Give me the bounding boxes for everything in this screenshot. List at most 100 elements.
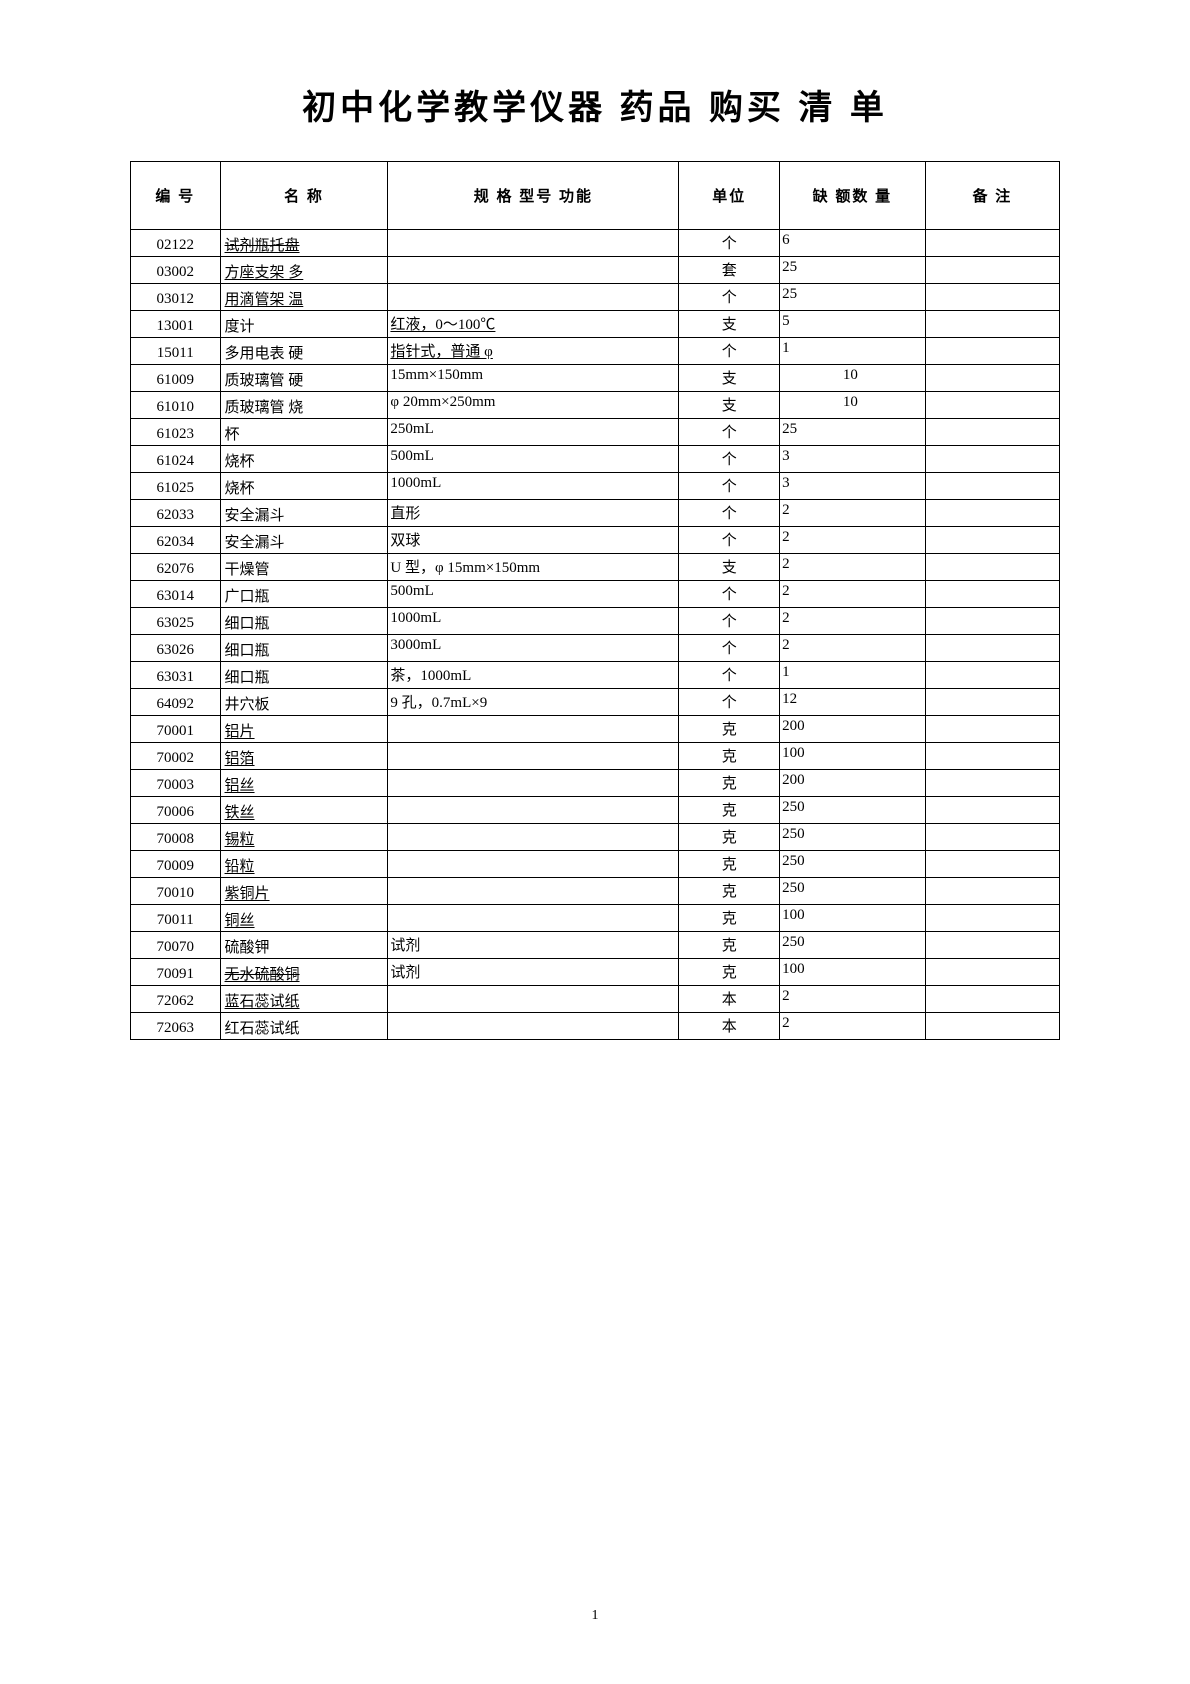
cell-id: 70001 — [131, 716, 221, 743]
cell-unit: 支 — [679, 392, 780, 419]
table-header-row: 编 号 名 称 规 格 型号 功能 单位 缺 额数 量 备 注 — [131, 162, 1060, 230]
cell-note — [925, 662, 1059, 689]
cell-id: 70008 — [131, 824, 221, 851]
header-spec: 规 格 型号 功能 — [388, 162, 679, 230]
cell-note — [925, 392, 1059, 419]
cell-id: 03002 — [131, 257, 221, 284]
table-row: 62076干燥管U 型，φ 15mm×150mm支2 — [131, 554, 1060, 581]
cell-unit: 个 — [679, 581, 780, 608]
cell-name: 铝箔 — [220, 743, 388, 770]
cell-id: 72063 — [131, 1013, 221, 1040]
cell-unit: 套 — [679, 257, 780, 284]
cell-qty: 1 — [780, 338, 926, 365]
cell-note — [925, 797, 1059, 824]
table-row: 64092井穴板9 孔，0.7mL×9个12 — [131, 689, 1060, 716]
cell-unit: 支 — [679, 311, 780, 338]
cell-qty: 200 — [780, 770, 926, 797]
cell-qty: 2 — [780, 581, 926, 608]
table-row: 70070硫酸钾试剂克250 — [131, 932, 1060, 959]
cell-spec — [388, 878, 679, 905]
cell-unit: 个 — [679, 338, 780, 365]
cell-note — [925, 500, 1059, 527]
cell-id: 70009 — [131, 851, 221, 878]
cell-qty: 3 — [780, 446, 926, 473]
header-id: 编 号 — [131, 162, 221, 230]
cell-name: 锡粒 — [220, 824, 388, 851]
table-row: 61010质玻璃管 烧φ 20mm×250mm支10 — [131, 392, 1060, 419]
cell-unit: 克 — [679, 851, 780, 878]
table-row: 63014广口瓶500mL个2 — [131, 581, 1060, 608]
cell-note — [925, 716, 1059, 743]
cell-unit: 个 — [679, 473, 780, 500]
cell-qty: 25 — [780, 419, 926, 446]
cell-unit: 个 — [679, 527, 780, 554]
cell-name: 细口瓶 — [220, 608, 388, 635]
cell-name: 质玻璃管 烧 — [220, 392, 388, 419]
cell-unit: 个 — [679, 500, 780, 527]
cell-id: 62076 — [131, 554, 221, 581]
cell-qty: 250 — [780, 878, 926, 905]
cell-unit: 支 — [679, 554, 780, 581]
table-row: 61025烧杯1000mL个3 — [131, 473, 1060, 500]
cell-unit: 克 — [679, 932, 780, 959]
cell-qty: 250 — [780, 851, 926, 878]
cell-name: 细口瓶 — [220, 662, 388, 689]
cell-id: 70006 — [131, 797, 221, 824]
table-row: 72062蓝石蕊试纸本2 — [131, 986, 1060, 1013]
cell-name: 铜丝 — [220, 905, 388, 932]
cell-qty: 12 — [780, 689, 926, 716]
cell-id: 63014 — [131, 581, 221, 608]
cell-spec — [388, 770, 679, 797]
purchase-table: 编 号 名 称 规 格 型号 功能 单位 缺 额数 量 备 注 02122试剂瓶… — [130, 161, 1060, 1040]
cell-note — [925, 284, 1059, 311]
cell-name: 红石蕊试纸 — [220, 1013, 388, 1040]
cell-id: 61023 — [131, 419, 221, 446]
cell-qty: 2 — [780, 500, 926, 527]
cell-qty: 25 — [780, 257, 926, 284]
cell-qty: 10 — [780, 365, 926, 392]
cell-note — [925, 959, 1059, 986]
table-row: 62034安全漏斗双球个2 — [131, 527, 1060, 554]
cell-qty: 250 — [780, 797, 926, 824]
cell-unit: 个 — [679, 662, 780, 689]
cell-spec — [388, 851, 679, 878]
header-qty: 缺 额数 量 — [780, 162, 926, 230]
cell-id: 13001 — [131, 311, 221, 338]
cell-name: 细口瓶 — [220, 635, 388, 662]
table-row: 61024烧杯500mL个3 — [131, 446, 1060, 473]
cell-id: 70010 — [131, 878, 221, 905]
cell-name: 安全漏斗 — [220, 500, 388, 527]
cell-spec: 3000mL — [388, 635, 679, 662]
cell-name: 烧杯 — [220, 446, 388, 473]
cell-spec: 双球 — [388, 527, 679, 554]
cell-id: 61025 — [131, 473, 221, 500]
cell-qty: 2 — [780, 608, 926, 635]
cell-id: 61024 — [131, 446, 221, 473]
cell-unit: 克 — [679, 959, 780, 986]
cell-name: 蓝石蕊试纸 — [220, 986, 388, 1013]
cell-name: 紫铜片 — [220, 878, 388, 905]
cell-spec — [388, 797, 679, 824]
table-row: 70009铅粒克250 — [131, 851, 1060, 878]
table-row: 70008锡粒克250 — [131, 824, 1060, 851]
cell-qty: 2 — [780, 635, 926, 662]
cell-unit: 克 — [679, 824, 780, 851]
cell-qty: 2 — [780, 1013, 926, 1040]
cell-name: 干燥管 — [220, 554, 388, 581]
table-row: 70002铝箔克100 — [131, 743, 1060, 770]
cell-unit: 个 — [679, 446, 780, 473]
cell-id: 70002 — [131, 743, 221, 770]
cell-name: 无水硫酸铜 — [220, 959, 388, 986]
table-row: 70010紫铜片克250 — [131, 878, 1060, 905]
cell-name: 烧杯 — [220, 473, 388, 500]
cell-note — [925, 689, 1059, 716]
table-row: 03002方座支架 多套25 — [131, 257, 1060, 284]
cell-name: 安全漏斗 — [220, 527, 388, 554]
cell-spec: 1000mL — [388, 473, 679, 500]
table-row: 72063红石蕊试纸本2 — [131, 1013, 1060, 1040]
cell-spec: 1000mL — [388, 608, 679, 635]
cell-note — [925, 311, 1059, 338]
cell-note — [925, 581, 1059, 608]
table-row: 70003铝丝克200 — [131, 770, 1060, 797]
cell-id: 61009 — [131, 365, 221, 392]
